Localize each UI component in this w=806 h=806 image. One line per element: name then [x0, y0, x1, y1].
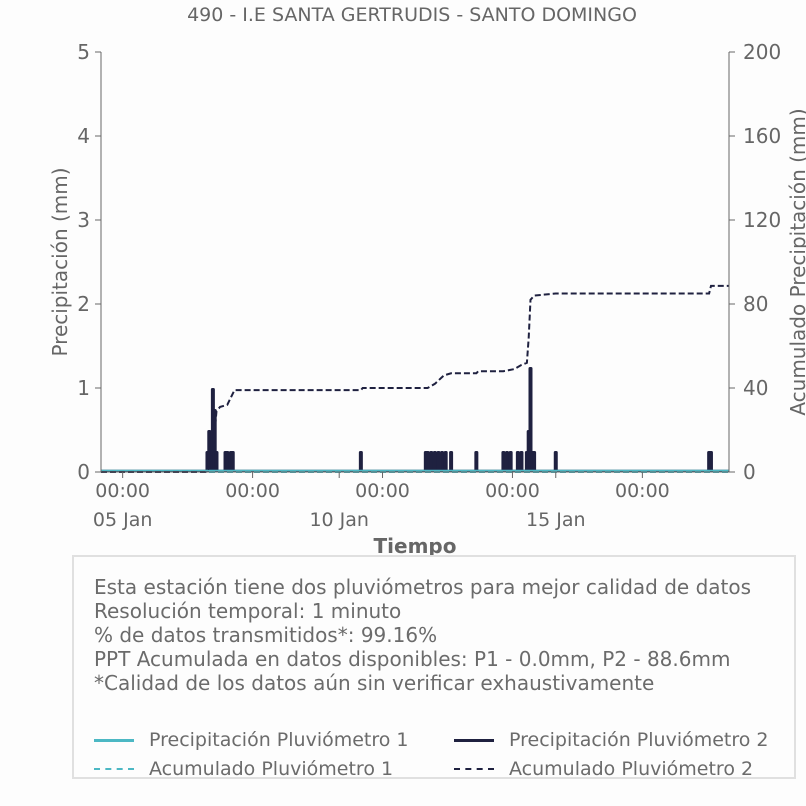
info-box: Esta estación tiene dos pluviómetros par… [72, 555, 796, 780]
precip-bar [474, 451, 479, 472]
x-tick-date-label: 15 Jan [526, 509, 586, 531]
legend-swatch-p2-accum [454, 768, 494, 770]
x-axis-label: Tiempo [374, 534, 457, 558]
info-line-quality: *Calidad de los datos aún sin verificar … [94, 671, 655, 695]
y-tick-label: 4 [77, 124, 90, 148]
y2-tick-label: 80 [743, 292, 768, 316]
accumulated-line [101, 284, 729, 473]
precip-bar [519, 451, 524, 472]
legend-swatch-p2-precip [454, 738, 494, 742]
precip-bar [225, 451, 230, 472]
precip-bar [429, 451, 434, 472]
precip-bar [443, 451, 448, 472]
precip-bar [505, 451, 510, 472]
precip-bar [440, 451, 445, 472]
legend-swatch-p1-accum [94, 768, 134, 770]
precip-bar [515, 451, 520, 472]
precip-bar [358, 451, 363, 472]
rain-chart: 490 - I.E SANTA GERTRUDIS - SANTO DOMING… [48, 4, 806, 558]
precip-bar [532, 451, 537, 472]
chart-title: 490 - I.E SANTA GERTRUDIS - SANTO DOMING… [187, 4, 637, 26]
precip-bar [501, 451, 506, 472]
y-tick-label: 1 [77, 376, 90, 400]
legend-swatch-p1-precip [94, 738, 134, 742]
precip-bar [708, 451, 713, 472]
y2-axis-label: Acumulado Precipitación (mm) [786, 108, 806, 415]
precip-bar [436, 451, 441, 472]
y-tick-label: 0 [77, 460, 90, 484]
x-tick-time-label: 00:00 [615, 480, 670, 502]
y-axis-label: Precipitación (mm) [48, 167, 72, 356]
x-tick-date-label: 05 Jan [93, 509, 153, 531]
legend-label-p1-accum: Acumulado Pluviómetro 1 [149, 758, 394, 780]
info-line-transmitted: % de datos transmitidos*: 99.16% [94, 623, 438, 647]
precip-bar [508, 451, 513, 472]
y2-tick-label: 160 [743, 124, 781, 148]
plot-area [101, 284, 729, 473]
legend-item-p1-precip: Precipitación Pluviómetro 1 [94, 729, 409, 751]
y-tick-label: 3 [77, 208, 90, 232]
info-line-stations: Esta estación tiene dos pluviómetros par… [94, 575, 752, 599]
precip-bar [214, 451, 219, 472]
x-tick-date-label: 10 Jan [309, 509, 369, 531]
precip-bar [425, 451, 430, 472]
legend-label-p1-precip: Precipitación Pluviómetro 1 [149, 729, 409, 751]
y2-tick-label: 200 [743, 40, 781, 64]
x-tick-time-label: 00:00 [95, 480, 150, 502]
info-line-accumulated: PPT Acumulada en datos disponibles: P1 -… [94, 647, 731, 671]
info-text: Esta estación tiene dos pluviómetros par… [94, 575, 751, 695]
y-tick-label: 5 [77, 40, 90, 64]
precip-bar [449, 451, 454, 472]
y-tick-label: 2 [77, 292, 90, 316]
legend-label-p2-accum: Acumulado Pluviómetro 2 [509, 758, 754, 780]
x-tick-time-label: 00:00 [485, 480, 540, 502]
y2-tick-label: 120 [743, 208, 781, 232]
y2-tick-label: 0 [743, 460, 756, 484]
legend-label-p2-precip: Precipitación Pluviómetro 2 [509, 729, 769, 751]
x-tick-time-label: 00:00 [355, 480, 410, 502]
precip-bar [230, 451, 235, 472]
axes: 0 1 2 3 4 5 0 40 80 120 160 200 00:00 05 Jan 00:00 10 J… [77, 40, 781, 531]
precip-bar [553, 451, 558, 472]
y2-tick-label: 40 [743, 376, 768, 400]
legend-item-p2-precip: Precipitación Pluviómetro 2 [454, 729, 769, 751]
legend-item-p2-accum: Acumulado Pluviómetro 2 [454, 758, 753, 780]
precip-bar [528, 367, 533, 472]
info-line-resolution: Resolución temporal: 1 minuto [94, 599, 402, 623]
legend-item-p1-accum: Acumulado Pluviómetro 1 [94, 758, 393, 780]
precip-bar [432, 451, 437, 472]
x-tick-time-label: 00:00 [225, 480, 280, 502]
